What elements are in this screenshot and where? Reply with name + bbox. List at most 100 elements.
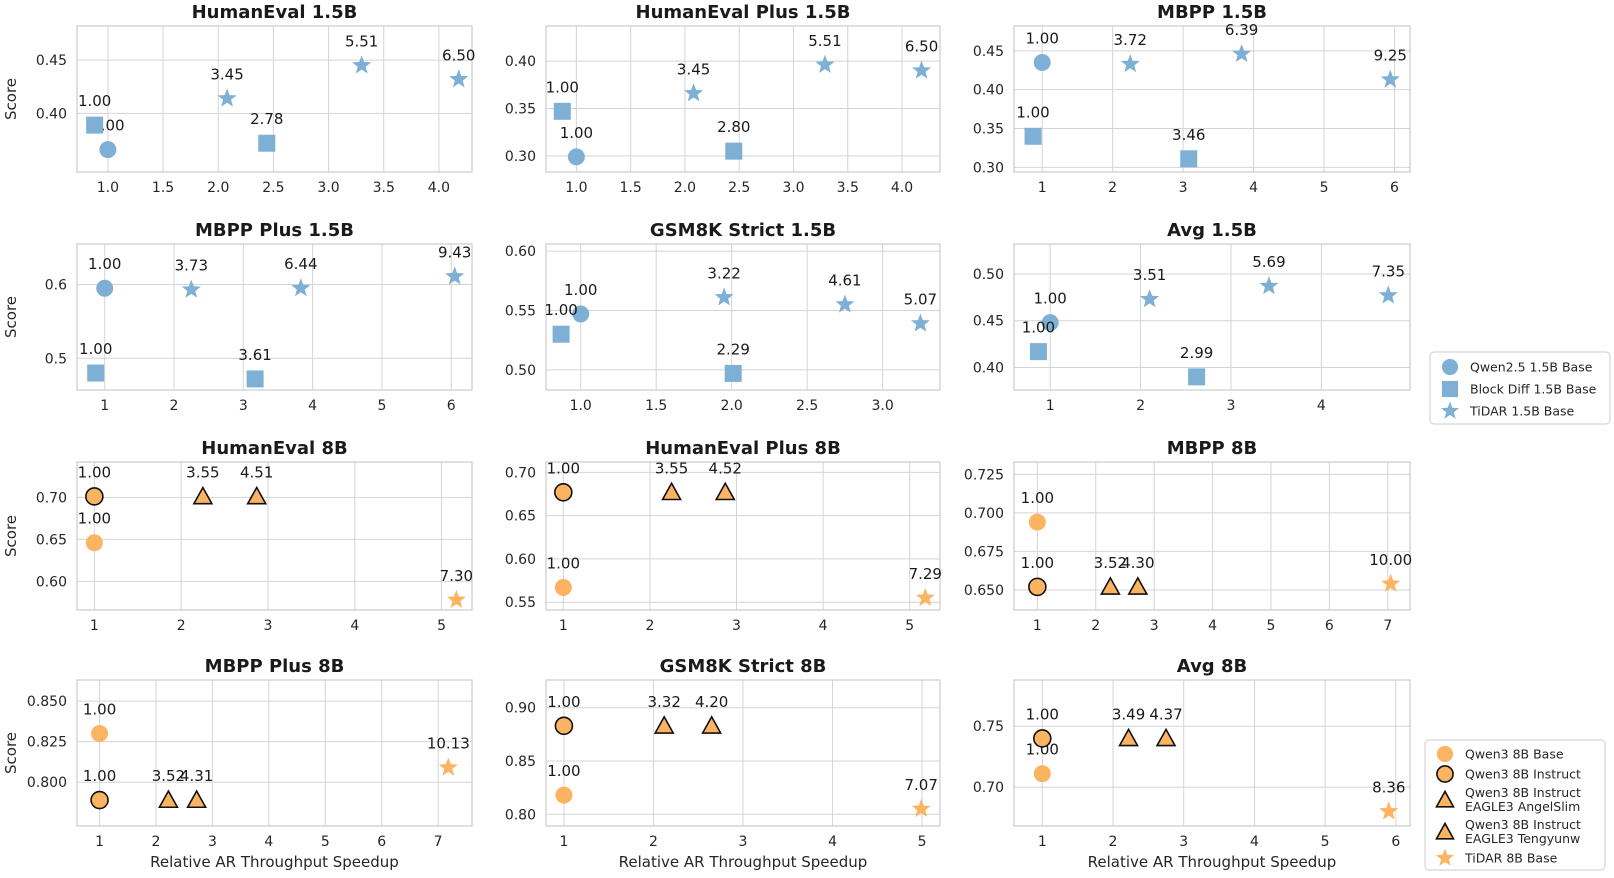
x-tick-label: 4 xyxy=(828,834,837,850)
chart-title: HumanEval 8B xyxy=(201,438,347,459)
legend-box xyxy=(1429,351,1611,425)
legend-marker xyxy=(1441,380,1459,398)
data-point xyxy=(445,266,465,285)
data-point xyxy=(912,60,932,79)
plot-frame xyxy=(545,25,941,173)
data-label: 4.37 xyxy=(1149,705,1182,723)
chart-title: HumanEval 1.5B xyxy=(192,2,358,23)
y-tick-label: 0.40 xyxy=(973,361,1004,377)
x-tick-label: 3 xyxy=(1150,618,1159,634)
data-label: 1.00 xyxy=(78,92,111,110)
x-tick-label: 4 xyxy=(1317,398,1326,414)
x-tick-label: 1 xyxy=(1038,180,1047,196)
legend-marker xyxy=(1441,358,1459,376)
y-axis-label: Score xyxy=(2,515,20,557)
data-label: 6.44 xyxy=(284,255,317,273)
legend-label-line: Qwen2.5 1.5B Base xyxy=(1470,360,1593,375)
x-tick-label: 3.5 xyxy=(373,180,395,196)
data-point xyxy=(1024,127,1042,145)
data-label: 1.00 xyxy=(83,701,116,719)
y-tick-label: 0.65 xyxy=(505,509,536,525)
chart-title: Avg 1.5B xyxy=(1167,220,1257,241)
chart-panel: 1 2 3 4 5 0.55 0.60 0.65 0.70 HumanEval Plus 8B 1.… xyxy=(505,438,942,634)
data-label: 4.51 xyxy=(240,463,273,481)
data-point xyxy=(552,325,570,343)
x-tick-label: 3 xyxy=(1179,834,1188,850)
plot-frame xyxy=(76,25,473,173)
x-tick-label: 1 xyxy=(1038,834,1047,850)
data-point xyxy=(1118,727,1139,747)
x-tick-label: 5 xyxy=(437,618,446,634)
y-tick-label: 0.70 xyxy=(505,465,536,481)
legend-label: Qwen3 8B Instruct EAGLE3 AngelSlim xyxy=(1465,785,1581,814)
plot-frame xyxy=(1013,25,1411,173)
legend-marker xyxy=(1436,745,1454,763)
data-label: 1.00 xyxy=(1026,741,1059,759)
y-tick-label: 0.45 xyxy=(973,314,1004,330)
plot-area xyxy=(546,244,940,390)
x-tick-label: 3.0 xyxy=(317,180,339,196)
legend-label: TiDAR 8B Base xyxy=(1464,851,1558,866)
plot-frame xyxy=(545,679,941,827)
data-label: 8.36 xyxy=(1372,778,1405,796)
data-label: 1.00 xyxy=(547,554,580,572)
chart-panel: 1 2 3 4 5 6 7 0.650 0.675 0.700 0.725 MBPP 8B 1.00 1.… xyxy=(964,438,1412,634)
chart-panel: 1 2 3 4 5 0.80 0.85 0.90 GSM8K Strict 8B Relative… xyxy=(505,656,941,871)
data-label: 4.31 xyxy=(180,767,213,785)
data-label: 9.43 xyxy=(438,243,471,261)
plot-area xyxy=(1014,244,1410,390)
x-tick-label: 5 xyxy=(918,834,927,850)
y-tick-label: 0.65 xyxy=(36,532,67,548)
y-tick-label: 0.825 xyxy=(27,735,67,751)
data-point xyxy=(1155,727,1177,747)
data-label: 10.13 xyxy=(427,735,470,753)
data-point xyxy=(1140,289,1160,308)
data-label: 1.00 xyxy=(88,255,121,273)
y-tick-label: 0.35 xyxy=(505,101,536,117)
x-tick-label: 2.5 xyxy=(728,180,750,196)
x-tick-label: 4 xyxy=(1208,618,1217,634)
data-label: 3.52 xyxy=(152,767,185,785)
data-point xyxy=(1029,343,1047,361)
legend-label-line: TiDAR 1.5B Base xyxy=(1469,404,1575,419)
data-point xyxy=(181,279,201,298)
data-label: 3.49 xyxy=(1112,705,1145,723)
data-point xyxy=(192,485,214,505)
x-tick-label: 1 xyxy=(1033,618,1042,634)
x-tick-label: 7 xyxy=(434,834,443,850)
data-label: 2.29 xyxy=(716,340,749,358)
y-tick-label: 0.30 xyxy=(973,160,1004,176)
data-label: 1.00 xyxy=(544,301,577,319)
legend-box xyxy=(1424,739,1606,871)
x-tick-label: 3 xyxy=(208,834,217,850)
x-tick-label: 1.5 xyxy=(645,398,667,414)
plot-area xyxy=(77,244,472,390)
data-point xyxy=(567,148,585,166)
data-point xyxy=(1380,69,1400,88)
data-point xyxy=(449,69,469,88)
data-label: 6.50 xyxy=(442,46,475,64)
data-point xyxy=(1120,54,1140,73)
x-tick-label: 3.5 xyxy=(837,180,859,196)
x-tick-label: 1 xyxy=(100,398,109,414)
y-tick-label: 0.40 xyxy=(505,54,536,70)
y-tick-label: 0.40 xyxy=(973,83,1004,99)
data-label: 1.00 xyxy=(83,767,116,785)
data-label: 5.69 xyxy=(1252,253,1285,271)
x-tick-label: 2 xyxy=(1109,834,1118,850)
data-point xyxy=(291,278,311,297)
data-point xyxy=(554,578,572,596)
data-point xyxy=(1381,573,1401,592)
data-point xyxy=(653,715,675,734)
x-tick-label: 7 xyxy=(1383,618,1392,634)
data-point xyxy=(1232,44,1252,62)
plot-frame xyxy=(1013,679,1411,827)
data-point xyxy=(1033,765,1051,783)
x-tick-label: 1 xyxy=(1046,398,1055,414)
data-label: 3.61 xyxy=(238,346,271,364)
data-label: 1.00 xyxy=(1025,30,1058,48)
data-label: 1.00 xyxy=(1033,290,1066,308)
data-point xyxy=(217,88,237,107)
y-tick-label: 0.800 xyxy=(27,775,67,791)
